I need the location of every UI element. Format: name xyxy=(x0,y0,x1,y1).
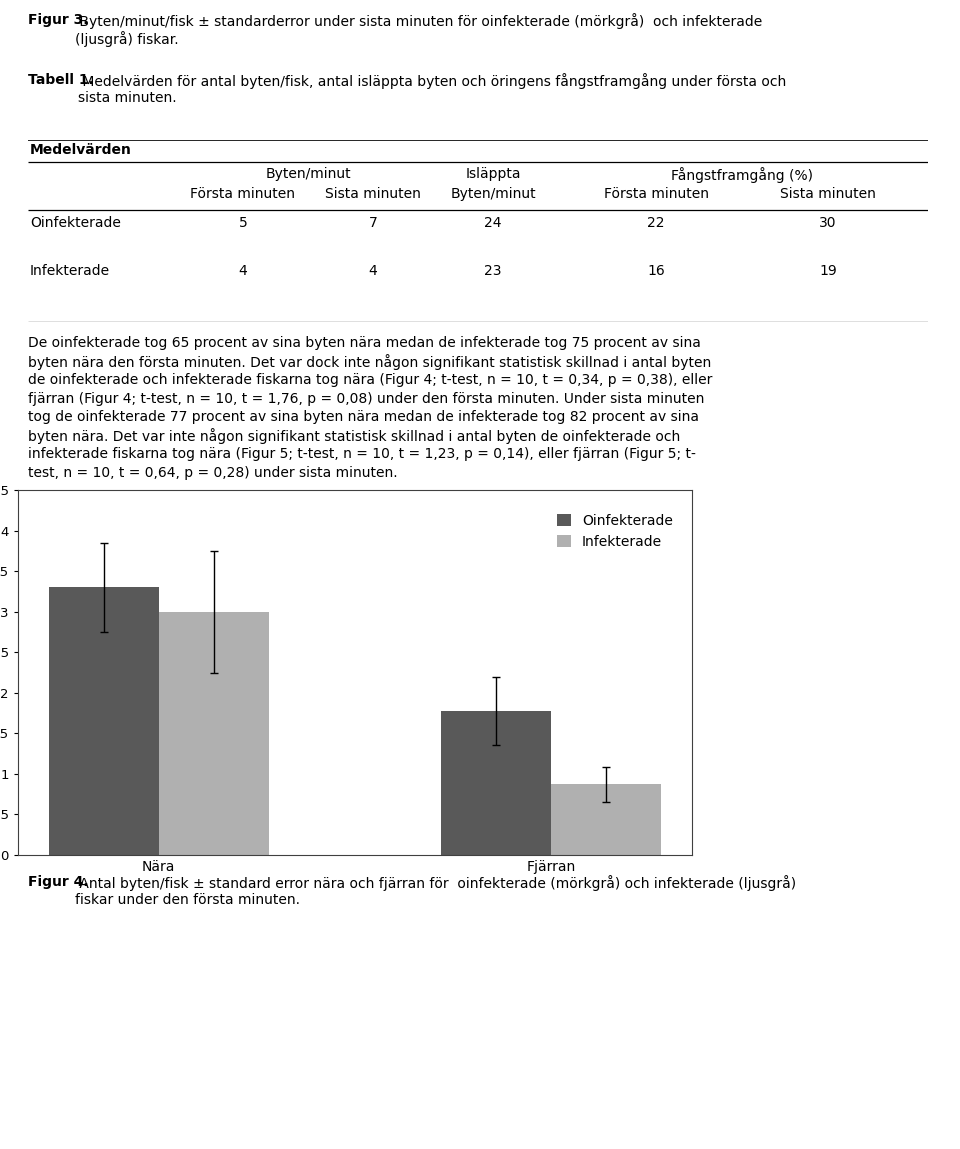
Text: Sista minuten: Sista minuten xyxy=(780,187,876,201)
Text: infekterade fiskarna tog nära (Figur 5; t-test, n = 10, t = 1,23, p = 0,14), ell: infekterade fiskarna tog nära (Figur 5; … xyxy=(28,447,696,461)
Text: 22: 22 xyxy=(647,216,664,230)
Text: de oinfekterade och infekterade fiskarna tog nära (Figur 4; t-test, n = 10, t = : de oinfekterade och infekterade fiskarna… xyxy=(28,373,712,387)
Text: Isläppta: Isläppta xyxy=(466,167,520,182)
Text: Oinfekterade: Oinfekterade xyxy=(30,216,121,230)
Text: tog de oinfekterade 77 procent av sina byten nära medan de infekterade tog 82 pr: tog de oinfekterade 77 procent av sina b… xyxy=(28,410,699,424)
Text: 5: 5 xyxy=(239,216,248,230)
Text: Byten/minut/fisk ± standarderror under sista minuten för oinfekterade (mörkgrå) : Byten/minut/fisk ± standarderror under s… xyxy=(75,13,762,47)
Text: De oinfekterade tog 65 procent av sina byten nära medan de infekterade tog 75 pr: De oinfekterade tog 65 procent av sina b… xyxy=(28,336,701,350)
Text: Första minuten: Första minuten xyxy=(604,187,708,201)
Text: Första minuten: Första minuten xyxy=(190,187,296,201)
Bar xyxy=(551,785,661,855)
Text: test, n = 10, t = 0,64, p = 0,28) under sista minuten.: test, n = 10, t = 0,64, p = 0,28) under … xyxy=(28,465,397,479)
Text: fjärran (Figur 4; t-test, n = 10, t = 1,76, p = 0,08) under den första minuten. : fjärran (Figur 4; t-test, n = 10, t = 1,… xyxy=(28,392,705,406)
Text: Tabell 1.: Tabell 1. xyxy=(28,74,94,87)
Text: Figur 4.: Figur 4. xyxy=(28,876,88,889)
Text: 19: 19 xyxy=(819,264,837,278)
Text: byten nära. Det var inte någon signifikant statistisk skillnad i antal byten de : byten nära. Det var inte någon signifika… xyxy=(28,429,681,445)
Text: 30: 30 xyxy=(819,216,837,230)
Text: 16: 16 xyxy=(647,264,665,278)
Text: Sista minuten: Sista minuten xyxy=(325,187,420,201)
Text: 4: 4 xyxy=(369,264,377,278)
Text: Fångstframgång (%): Fångstframgång (%) xyxy=(671,167,813,183)
Text: Medelvärden för antal byten/fisk, antal isläppta byten och öringens fångstframgå: Medelvärden för antal byten/fisk, antal … xyxy=(78,74,786,106)
Text: Byten/minut: Byten/minut xyxy=(265,167,350,182)
Text: byten nära den första minuten. Det var dock inte någon signifikant statistisk sk: byten nära den första minuten. Det var d… xyxy=(28,355,711,370)
Text: Figur 3.: Figur 3. xyxy=(28,13,88,26)
Bar xyxy=(49,587,158,855)
Text: Infekterade: Infekterade xyxy=(30,264,110,278)
Text: Byten/minut: Byten/minut xyxy=(450,187,536,201)
Legend: Oinfekterade, Infekterade: Oinfekterade, Infekterade xyxy=(552,508,679,554)
Bar xyxy=(442,710,551,855)
Text: 7: 7 xyxy=(369,216,377,230)
Text: 23: 23 xyxy=(484,264,502,278)
Text: Antal byten/fisk ± standard error nära och fjärran för  oinfekterade (mörkgrå) o: Antal byten/fisk ± standard error nära o… xyxy=(75,876,796,908)
Bar xyxy=(158,611,269,855)
Text: 24: 24 xyxy=(484,216,502,230)
Text: Medelvärden: Medelvärden xyxy=(30,142,132,157)
Text: 4: 4 xyxy=(239,264,248,278)
